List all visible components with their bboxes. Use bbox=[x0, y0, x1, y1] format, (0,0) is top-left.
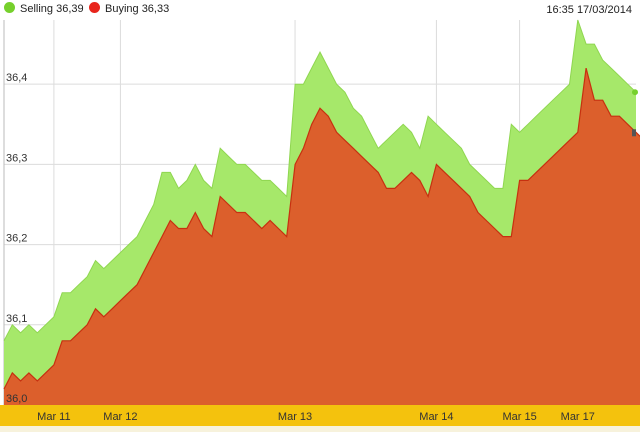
x-axis: Mar 11 Mar 12 Mar 13 Mar 14 Mar 15 Mar 17 bbox=[0, 405, 640, 432]
buying-last-marker bbox=[632, 129, 636, 137]
y-tick-label: 36,1 bbox=[6, 313, 27, 325]
buying-dot-icon bbox=[89, 2, 100, 13]
y-tick-label: 36,0 bbox=[6, 393, 27, 405]
x-axis-band bbox=[0, 405, 640, 426]
legend-item-selling[interactable]: Selling 36,39 bbox=[4, 2, 84, 16]
buying-line bbox=[3, 67, 640, 390]
timestamp: 16:35 17/03/2014 bbox=[546, 4, 632, 16]
selling-label: Selling 36,39 bbox=[20, 3, 84, 15]
selling-last-point bbox=[632, 89, 638, 96]
buying-area bbox=[4, 68, 640, 405]
y-axis: 36,0 36,1 36,2 36,3 36,4 bbox=[6, 72, 27, 405]
selling-line bbox=[3, 19, 637, 342]
buying-label: Buying 36,33 bbox=[105, 3, 170, 15]
y-tick-label: 36,2 bbox=[6, 233, 27, 245]
x-tick-label: Mar 14 bbox=[419, 411, 453, 423]
bottom-strip bbox=[0, 426, 640, 432]
x-tick-label: Mar 12 bbox=[103, 411, 137, 423]
x-tick-label: Mar 17 bbox=[561, 411, 595, 423]
chart-legend: Selling 36,39 Buying 36,33 16:35 17/03/2… bbox=[0, 0, 640, 20]
series-areas bbox=[3, 19, 640, 405]
x-tick-label: Mar 13 bbox=[278, 411, 312, 423]
x-tick-label: Mar 15 bbox=[502, 411, 536, 423]
y-tick-label: 36,4 bbox=[6, 72, 27, 84]
y-tick-label: 36,3 bbox=[6, 152, 27, 164]
legend-item-buying[interactable]: Buying 36,33 bbox=[89, 2, 169, 16]
selling-dot-icon bbox=[4, 2, 15, 13]
x-tick-label: Mar 11 bbox=[37, 411, 70, 423]
